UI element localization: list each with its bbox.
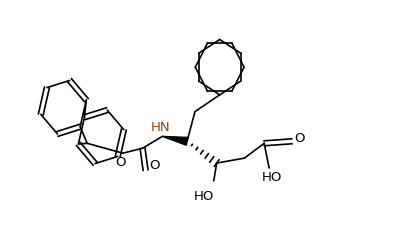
Text: O: O <box>295 132 305 145</box>
Text: HN: HN <box>150 121 170 134</box>
Text: O: O <box>116 156 126 169</box>
Text: HO: HO <box>262 171 282 185</box>
Polygon shape <box>162 136 188 145</box>
Text: HO: HO <box>194 190 214 203</box>
Text: O: O <box>149 159 160 172</box>
